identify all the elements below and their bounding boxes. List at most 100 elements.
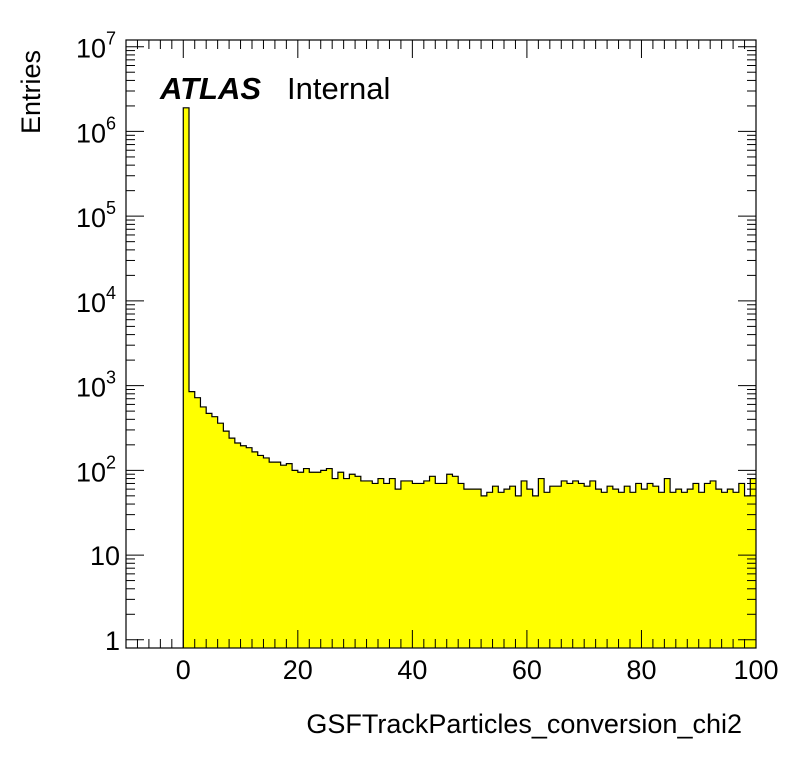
histogram-bar [435,483,442,648]
histogram-bar [635,483,642,648]
y-tick-label: 106 [76,113,116,148]
histogram-bar [595,489,602,648]
atlas-label: ATLAS [159,71,261,106]
histogram-bar [704,483,711,648]
histogram-bar [607,486,614,648]
histogram-bar [400,480,408,648]
histogram-bar [532,495,539,648]
histogram-bar [337,472,345,648]
histogram-bar [675,489,682,648]
histogram-bar [744,495,751,648]
y-tick-label: 105 [76,198,116,233]
histogram-bar [589,480,597,648]
histogram-bar [509,486,516,648]
histogram-bar [526,489,534,648]
histogram-bar [423,480,430,648]
y-tick-label: 103 [76,368,116,403]
histogram-bar [446,474,453,648]
histogram-bar [698,492,705,648]
histogram-bar [515,495,522,648]
histogram-bar [217,423,224,648]
histogram-bar [292,470,299,648]
histogram-bar [240,445,247,648]
histogram-bar [561,480,568,648]
histogram-bar [481,495,488,648]
histogram-bar [412,483,419,648]
x-tick-label: 80 [626,655,656,685]
histogram-bar [733,492,740,648]
histogram-bar [727,489,734,648]
histogram-bar [257,455,264,648]
histogram-bar [332,478,339,648]
histogram-bar [670,492,677,648]
histogram-bar [521,480,528,648]
histogram-bar [315,472,322,648]
histogram-bar [418,483,425,648]
histogram-bar [693,483,700,648]
x-tick-labels: 0 20 40 60 80 100 [176,655,779,685]
histogram-bar [652,486,660,648]
histogram-bar [630,492,637,648]
histogram-bar [584,486,591,648]
y-tick-label: 102 [76,452,116,487]
histogram-bar [303,468,310,648]
x-tick-label: 20 [283,655,313,685]
histogram-bar [274,462,282,648]
histogram-bar [366,480,373,648]
y-tick-label: 10 [90,541,120,571]
histogram-bars [183,107,757,648]
histogram-bar [641,489,648,648]
histogram-bar [463,489,471,648]
histogram-bar [601,492,608,648]
histogram-bar [326,468,333,648]
x-tick-label: 40 [397,655,427,685]
y-axis-title: Entries [16,50,46,134]
histogram-bar [183,107,190,648]
y-axis-ticks [126,46,756,641]
x-tick-label: 60 [512,655,542,685]
histogram-bar [297,472,304,648]
histogram-bar [624,486,631,648]
histogram-bar [549,486,556,648]
histogram-bar [383,483,390,648]
histogram-bar [469,489,476,648]
histogram-bar [200,406,207,648]
y-tick-label: 1 [105,626,120,656]
histogram-bar [429,476,436,648]
histogram-bar [309,472,316,648]
histogram-bar [395,489,402,648]
histogram-bar [715,489,723,648]
histogram-bar [572,480,579,648]
y-tick-label: 107 [76,29,116,64]
internal-label: Internal [287,71,390,106]
histogram-bar [578,483,585,648]
histogram-bar [458,483,465,648]
histogram-bar [189,391,196,648]
x-axis-title: GSFTrackParticles_conversion_chi2 [306,709,742,739]
histogram-bar [206,413,213,648]
histogram-bar [738,483,745,648]
histogram-bar [441,483,448,648]
y-tick-label: 104 [76,283,116,318]
histogram-bar [349,474,356,648]
x-tick-label: 100 [733,655,778,685]
histogram-bar [664,478,671,648]
histogram-bar [269,462,276,648]
histogram-bar [320,470,327,648]
histogram-bar [343,478,350,648]
histogram-bar [647,483,654,648]
histogram-bar [286,463,293,648]
histogram-bar [234,443,241,648]
plot-frame [125,39,757,649]
histogram-bar [658,492,665,648]
histogram-bar [710,480,717,648]
histogram-outline [182,107,756,648]
histogram-bar [681,492,688,648]
histogram-bar [378,478,385,648]
histogram-bar [544,492,551,648]
histogram-bar [555,486,562,648]
histogram-bar [504,489,511,648]
histogram-bar [194,397,201,648]
x-axis-ticks [125,40,757,648]
